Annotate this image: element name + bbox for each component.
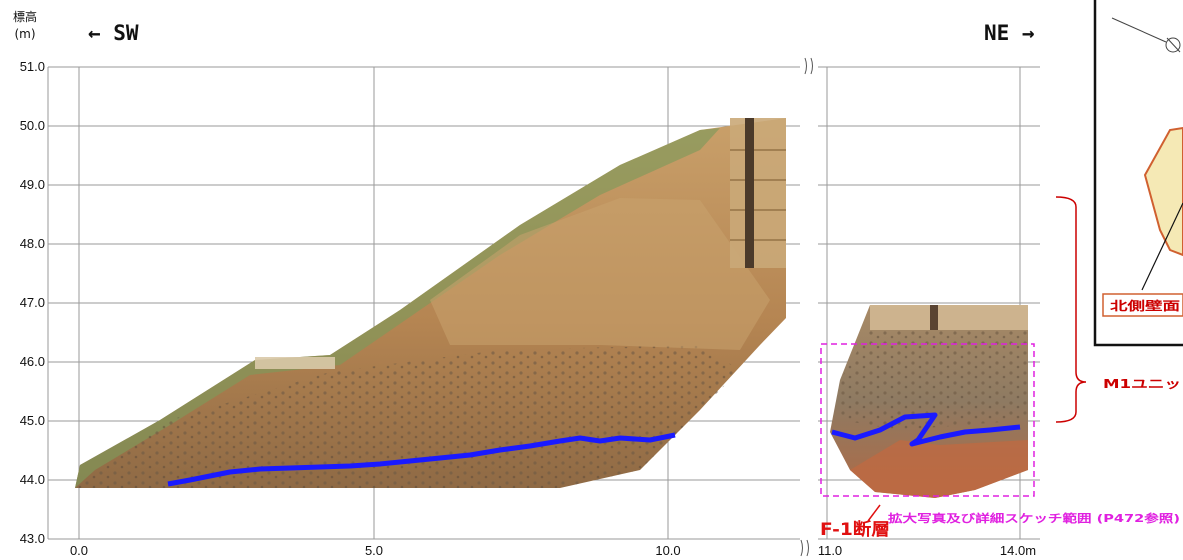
inset-wall-label: 北側壁面 — [1110, 298, 1180, 313]
elevation-unit: (m) — [14, 27, 35, 41]
axis-break-bottom — [800, 539, 809, 557]
inset-label-box — [1102, 293, 1183, 317]
x-tick-5: 5.0 — [365, 543, 383, 558]
y-tick-45: 45.0 — [20, 413, 45, 428]
fault-leader-line — [867, 504, 881, 522]
x-tick-0: 0.0 — [70, 543, 88, 558]
x-axis-ticks: 0.0 5.0 10.0 11.0 14.0m — [70, 543, 1036, 558]
m1-unit-bracket — [1055, 196, 1087, 423]
fault-trace-right — [831, 412, 1021, 447]
detail-range-label: 拡大写真及び詳細スケッチ範囲 (P472参照) — [888, 511, 1180, 525]
axis-break-top — [804, 57, 813, 75]
x-tick-11: 11.0 — [818, 543, 842, 558]
sw-direction-label: ← SW — [88, 21, 139, 45]
north-arrow-icon — [1111, 17, 1181, 53]
y-tick-50: 50.0 — [20, 118, 45, 133]
y-axis-ticks: 51.0 50.0 49.0 48.0 47.0 46.0 45.0 44.0 … — [20, 59, 45, 546]
fault-trace-left — [167, 432, 676, 487]
m1-unit-label: M1ユニッ — [1103, 377, 1181, 391]
y-tick-51: 51.0 — [20, 59, 45, 74]
y-tick-48: 48.0 — [20, 236, 45, 251]
location-inset-map — [1093, 0, 1183, 347]
x-tick-10: 10.0 — [655, 543, 680, 558]
y-tick-43: 43.0 — [20, 531, 45, 546]
detail-range-box — [820, 343, 1035, 497]
ne-direction-label: NE → — [984, 21, 1035, 45]
elevation-label: 標高 — [13, 9, 37, 24]
y-tick-49: 49.0 — [20, 177, 45, 192]
fault-label: F-1断層 — [820, 519, 890, 540]
y-tick-44: 44.0 — [20, 472, 45, 487]
x-tick-14: 14.0m — [1000, 543, 1036, 558]
y-tick-46: 46.0 — [20, 354, 45, 369]
y-tick-47: 47.0 — [20, 295, 45, 310]
wall-photo-left — [75, 118, 786, 488]
wall-photo-right — [830, 305, 1028, 498]
